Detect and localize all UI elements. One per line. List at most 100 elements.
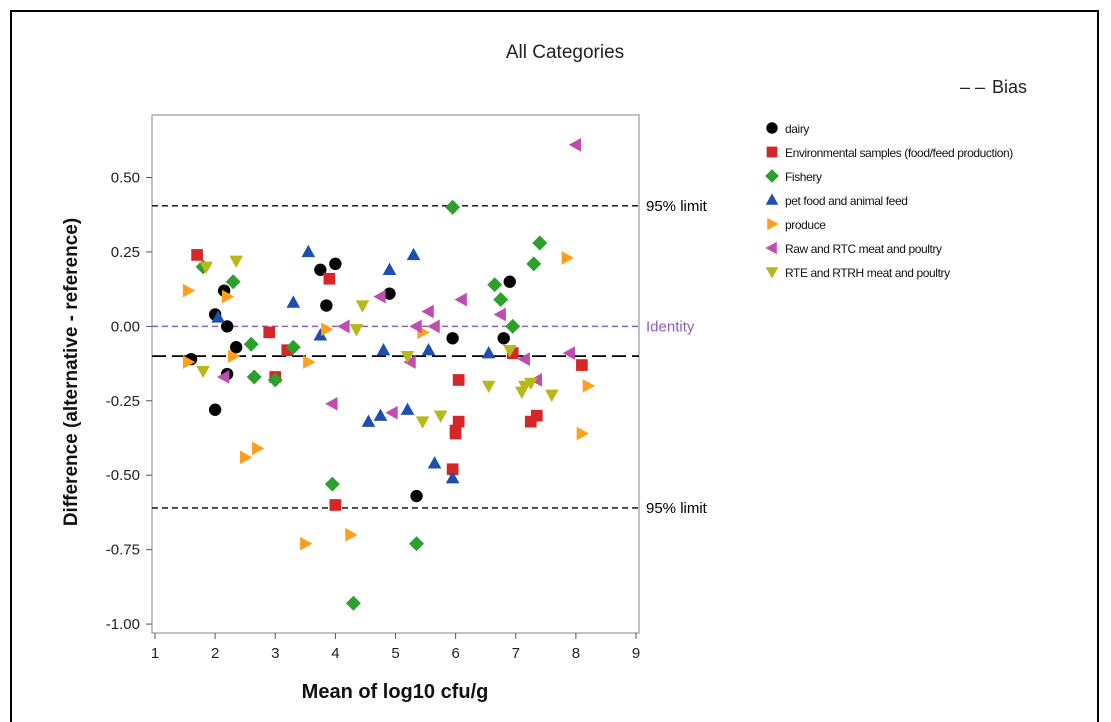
- data-point: [373, 408, 388, 421]
- data-point: [526, 256, 542, 272]
- legend-label: dairy: [785, 122, 809, 136]
- data-point: [506, 347, 519, 360]
- data-point: [562, 346, 576, 360]
- data-point: [406, 247, 421, 261]
- data-point: [196, 365, 210, 379]
- bias-legend: – – Bias: [960, 77, 1027, 97]
- data-point: [421, 343, 436, 356]
- data-point: [216, 370, 230, 384]
- data-point: [582, 379, 596, 393]
- data-point: [409, 536, 425, 552]
- data-point: [286, 295, 301, 308]
- data-points: [182, 137, 596, 611]
- data-point: [446, 332, 459, 345]
- y-tick-label: -0.25: [106, 393, 140, 410]
- bias-legend-label: Bias: [992, 77, 1027, 97]
- legend-marker: [765, 169, 779, 183]
- data-point: [220, 320, 234, 333]
- data-point: [576, 426, 590, 441]
- data-point: [445, 471, 460, 484]
- legend-marker: [766, 122, 778, 134]
- data-point: [452, 374, 465, 386]
- data-point: [532, 235, 548, 251]
- data-point: [410, 489, 423, 503]
- series-6: [196, 255, 559, 429]
- data-point: [421, 304, 434, 319]
- legend-marker: [765, 267, 779, 279]
- x-tick-label: 5: [391, 645, 399, 662]
- y-tick-label: -0.75: [106, 542, 140, 559]
- data-point: [199, 261, 213, 274]
- data-point: [361, 414, 376, 427]
- data-point: [229, 341, 243, 354]
- data-point: [481, 380, 496, 394]
- data-point: [446, 463, 459, 476]
- legend: dairy Environmental samples (food/feed pr…: [765, 122, 1014, 280]
- data-point: [427, 456, 442, 469]
- data-point: [267, 372, 283, 388]
- legend-marker: [765, 241, 777, 255]
- data-point: [382, 262, 397, 276]
- data-point: [337, 319, 350, 334]
- data-point: [182, 283, 196, 298]
- x-tick-label: 1: [151, 645, 159, 662]
- data-point: [576, 359, 588, 371]
- data-point: [561, 251, 575, 265]
- data-point: [400, 402, 415, 415]
- data-point: [505, 318, 521, 334]
- data-point: [324, 476, 340, 492]
- x-tick-label: 4: [331, 645, 339, 662]
- legend-label: Raw and RTC meat and poultry: [785, 242, 942, 256]
- data-point: [403, 355, 416, 369]
- data-point: [503, 275, 516, 288]
- bias-legend-symbol: – –: [960, 77, 985, 97]
- data-point: [524, 415, 537, 428]
- data-point: [493, 292, 509, 308]
- data-point: [263, 326, 276, 339]
- data-point: [314, 263, 327, 276]
- y-tick-label: 0.25: [111, 244, 140, 261]
- data-point: [281, 344, 294, 357]
- x-tick-label: 8: [572, 645, 580, 662]
- data-point: [355, 300, 370, 313]
- series-4: [182, 251, 596, 551]
- data-point: [345, 527, 358, 542]
- data-point: [252, 441, 265, 456]
- data-point: [301, 244, 316, 258]
- data-point: [454, 292, 467, 307]
- data-point: [345, 595, 361, 611]
- data-point: [385, 405, 398, 420]
- data-point: [433, 410, 448, 423]
- x-tick-label: 7: [512, 645, 520, 662]
- data-point: [239, 450, 253, 465]
- data-point: [487, 277, 503, 293]
- data-point: [373, 289, 386, 304]
- data-point: [445, 199, 461, 215]
- data-point: [313, 328, 328, 341]
- data-point: [497, 332, 510, 345]
- x-axis: 1 2 3 4 5 6 7 8 9: [151, 633, 640, 662]
- data-point: [191, 249, 203, 261]
- legend-label: produce: [785, 218, 826, 232]
- chart-title: All Categories: [506, 42, 624, 63]
- data-point: [303, 355, 316, 369]
- data-point: [349, 324, 364, 337]
- data-point: [208, 403, 222, 416]
- y-axis-label: Difference (alternative - reference): [61, 218, 82, 526]
- reference-line-label: Identity: [646, 318, 695, 335]
- data-point: [493, 307, 506, 322]
- data-point: [502, 344, 517, 358]
- data-point: [285, 339, 301, 355]
- data-point: [225, 274, 241, 290]
- data-point: [568, 137, 582, 152]
- data-point: [452, 415, 465, 428]
- x-tick-label: 3: [271, 645, 279, 662]
- data-point: [325, 396, 338, 411]
- data-point: [321, 322, 334, 337]
- data-point: [481, 346, 496, 359]
- y-tick-label: -1.00: [106, 616, 140, 633]
- y-tick-label: -0.50: [106, 467, 140, 484]
- data-point: [329, 257, 342, 271]
- legend-label: pet food and animal feed: [785, 194, 908, 208]
